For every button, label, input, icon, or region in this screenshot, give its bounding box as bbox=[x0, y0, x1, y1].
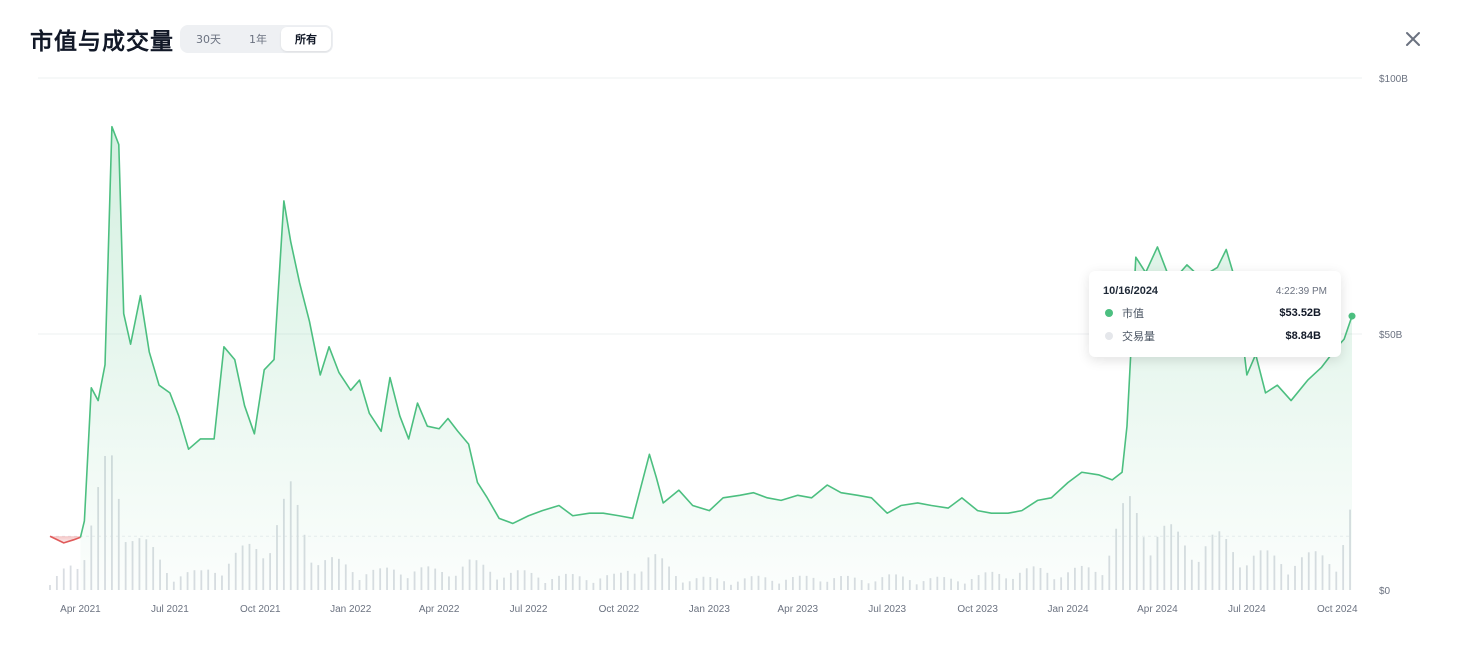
page-title: 市值与成交量 bbox=[30, 29, 174, 55]
tab-1y[interactable]: 1年 bbox=[249, 33, 267, 46]
tooltip-date: 10/16/2024 bbox=[1103, 285, 1159, 297]
x-tick-label: Jul 2023 bbox=[868, 604, 906, 615]
volume-bar bbox=[49, 585, 51, 590]
x-tick-label: Apr 2021 bbox=[60, 604, 101, 615]
legend-dot-market-cap bbox=[1105, 309, 1113, 317]
y-tick-label: $50B bbox=[1379, 330, 1403, 341]
market-cap-down-line bbox=[49, 535, 81, 544]
close-icon bbox=[1406, 32, 1420, 46]
x-tick-label: Apr 2022 bbox=[419, 604, 460, 615]
tooltip-time: 4:22:39 PM bbox=[1275, 285, 1327, 297]
x-tick-label: Jan 2024 bbox=[1047, 604, 1089, 615]
volume-bar bbox=[76, 568, 79, 590]
tooltip-label-volume: 交易量 bbox=[1122, 330, 1155, 343]
x-tick-label: Oct 2022 bbox=[599, 604, 640, 615]
chart-tooltip: 10/16/2024 4:22:39 PM 市值 $53.52B 交易量 $8.… bbox=[1089, 271, 1341, 357]
x-tick-label: Jul 2022 bbox=[510, 604, 548, 615]
x-tick-label: Jan 2022 bbox=[330, 604, 372, 615]
tooltip-label-market-cap: 市值 bbox=[1122, 307, 1144, 320]
x-tick-label: Jan 2023 bbox=[689, 604, 731, 615]
time-range-tabs: 30天 1年 所有 bbox=[180, 25, 333, 53]
volume-bar bbox=[55, 575, 58, 590]
y-tick-label: $100B bbox=[1379, 74, 1408, 85]
x-tick-label: Apr 2023 bbox=[777, 604, 818, 615]
volume-bar bbox=[69, 565, 72, 590]
legend-dot-volume bbox=[1105, 332, 1113, 340]
tab-all[interactable]: 所有 bbox=[281, 27, 331, 51]
tooltip-value-market-cap: $53.52B bbox=[1279, 307, 1321, 319]
x-tick-label: Oct 2023 bbox=[957, 604, 998, 615]
x-tick-label: Oct 2024 bbox=[1317, 604, 1358, 615]
market-cap-down-area bbox=[50, 536, 81, 543]
x-tick-label: Apr 2024 bbox=[1137, 604, 1178, 615]
current-point-marker bbox=[1348, 312, 1356, 320]
x-tick-label: Oct 2021 bbox=[240, 604, 281, 615]
tooltip-row-market-cap: 市值 $53.52B bbox=[1103, 305, 1327, 321]
tab-30d[interactable]: 30天 bbox=[196, 33, 221, 46]
volume-bar bbox=[62, 568, 65, 590]
close-button[interactable] bbox=[1400, 26, 1426, 52]
y-tick-label: $0 bbox=[1379, 586, 1391, 597]
market-cap-area bbox=[80, 126, 1352, 590]
tooltip-row-volume: 交易量 $8.84B bbox=[1103, 328, 1327, 344]
tooltip-value-volume: $8.84B bbox=[1285, 330, 1321, 342]
x-tick-label: Jul 2021 bbox=[151, 604, 189, 615]
market-cap-line bbox=[79, 125, 1353, 538]
x-tick-label: Jul 2024 bbox=[1228, 604, 1266, 615]
